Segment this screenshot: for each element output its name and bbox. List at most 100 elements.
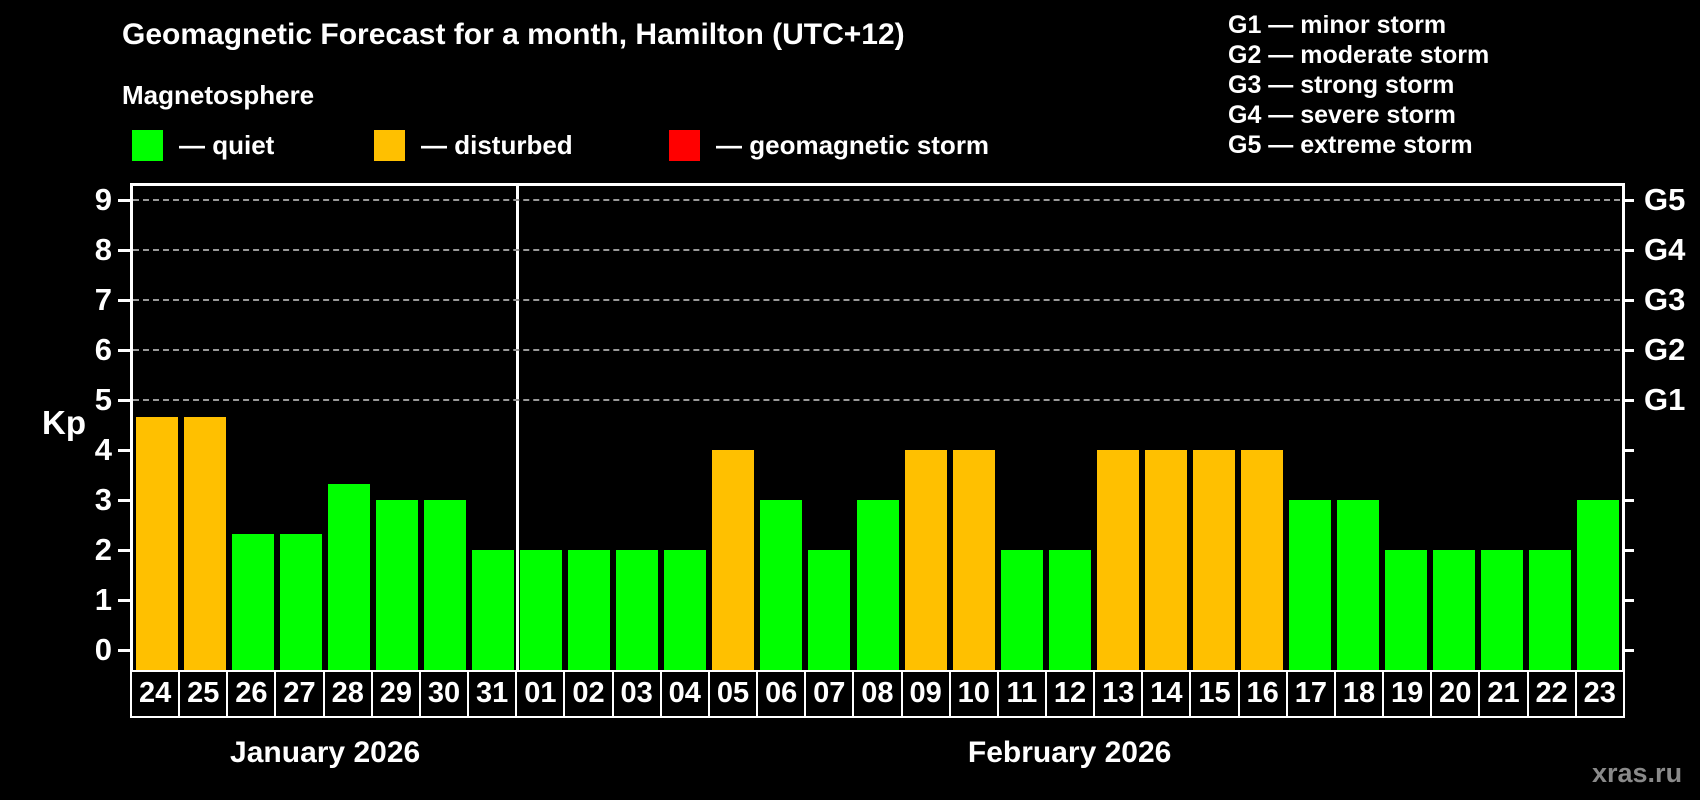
y-tick-label: 2 xyxy=(94,532,112,567)
y-tick-left xyxy=(118,599,130,602)
y-tick-left xyxy=(118,349,130,352)
y-tick-label: 1 xyxy=(94,582,112,617)
disturbed-color-swatch xyxy=(374,130,405,161)
y-tick-right xyxy=(1622,349,1634,352)
y-axis-title: Kp xyxy=(42,404,86,441)
day-label-cell-16: 16 xyxy=(1237,672,1286,716)
gridline-kp6 xyxy=(133,349,1620,351)
y-tick-left xyxy=(118,249,130,252)
kp-bar-day-16 xyxy=(1240,450,1283,670)
quiet-color-swatch xyxy=(132,130,163,161)
kp-bar-day-01 xyxy=(520,550,563,670)
gridline-kp8 xyxy=(133,249,1620,251)
kp-bar-day-11 xyxy=(1000,550,1043,670)
y-tick-label: 3 xyxy=(94,482,112,517)
day-label-cell-25: 25 xyxy=(178,672,226,716)
day-label-cell-01: 01 xyxy=(515,672,563,716)
g-scale-label-g3: G3 xyxy=(1644,282,1686,317)
kp-bar-day-30 xyxy=(424,500,467,670)
legend-item-label: — quiet xyxy=(179,130,275,160)
y-tick-left xyxy=(118,549,130,552)
storm-color-swatch xyxy=(669,130,700,161)
day-label-cell-22: 22 xyxy=(1526,672,1575,716)
kp-bar-day-02 xyxy=(568,550,611,670)
y-tick-label: 5 xyxy=(94,382,112,417)
day-label-cell-06: 06 xyxy=(756,672,804,716)
day-label-cell-10: 10 xyxy=(948,672,997,716)
day-label-cell-30: 30 xyxy=(418,672,467,716)
g-scale-label-g2: G2 xyxy=(1644,332,1686,367)
storm-scale-line-g2: G2 — moderate storm xyxy=(1228,41,1490,69)
day-label-cell-24: 24 xyxy=(138,677,172,709)
kp-bar-day-17 xyxy=(1288,500,1331,670)
y-tick-left xyxy=(118,299,130,302)
day-label-cell-07: 07 xyxy=(804,672,852,716)
kp-bar-day-15 xyxy=(1192,450,1235,670)
y-tick-right xyxy=(1622,599,1634,602)
kp-bar-day-29 xyxy=(376,500,419,670)
y-tick-right xyxy=(1622,649,1634,652)
y-tick-label: 9 xyxy=(94,182,112,217)
day-label-cell-19: 19 xyxy=(1382,672,1430,716)
month-label-february: February 2026 xyxy=(967,736,1172,769)
y-tick-right xyxy=(1622,399,1634,402)
day-label-cell-18: 18 xyxy=(1333,672,1382,716)
y-tick-left xyxy=(118,499,130,502)
kp-bar-day-18 xyxy=(1336,500,1379,670)
y-tick-label: 8 xyxy=(94,232,112,267)
day-label-cell-12: 12 xyxy=(1044,672,1093,716)
plot-area: 0 1 2 3 4 5 6 7 8 9 G1 G2 G3 G4 G5 xyxy=(95,182,1685,670)
legend-item-disturbed: — disturbed xyxy=(374,130,573,161)
g-scale-label-g1: G1 xyxy=(1644,382,1686,417)
kp-bar-day-13 xyxy=(1096,450,1139,670)
y-tick-label: 7 xyxy=(94,282,112,317)
y-axis-line-left xyxy=(130,183,133,670)
kp-bar-day-22 xyxy=(1528,550,1571,670)
kp-bar-day-10 xyxy=(952,450,995,670)
y-tick-left xyxy=(118,449,130,452)
y-tick-right xyxy=(1622,549,1634,552)
day-label-cell-29: 29 xyxy=(370,672,419,716)
y-tick-right xyxy=(1622,249,1634,252)
kp-bar-day-19 xyxy=(1384,550,1427,670)
kp-bar-day-24 xyxy=(136,416,179,670)
y-axis-line-right xyxy=(1622,183,1625,670)
kp-bar-day-31 xyxy=(472,550,515,670)
y-tick-left xyxy=(118,649,130,652)
kp-bar-day-25 xyxy=(184,416,227,670)
storm-scale-line-g1: G1 — minor storm xyxy=(1228,11,1447,39)
kp-bar-day-12 xyxy=(1048,550,1091,670)
y-tick-label: 6 xyxy=(94,332,112,367)
y-tick-right xyxy=(1622,449,1634,452)
day-label-cell-27: 27 xyxy=(274,672,322,716)
kp-bar-day-26 xyxy=(232,533,275,670)
month-separator-line xyxy=(515,183,519,670)
kp-bar-day-05 xyxy=(712,450,755,670)
day-label-cell-15: 15 xyxy=(1189,672,1237,716)
day-label-cell-26: 26 xyxy=(226,672,274,716)
kp-bar-day-21 xyxy=(1480,550,1523,670)
kp-bar-day-20 xyxy=(1432,550,1475,670)
kp-bar-day-23 xyxy=(1576,500,1619,670)
day-label-cell-03: 03 xyxy=(611,672,660,716)
g-scale-label-g5: G5 xyxy=(1644,182,1686,217)
day-label-cell-09: 09 xyxy=(900,672,949,716)
status-legend: — quiet — disturbed — geomagnetic storm xyxy=(0,130,1100,170)
month-label-january: January 2026 xyxy=(230,736,421,769)
y-tick-right xyxy=(1622,299,1634,302)
legend-item-quiet: — quiet xyxy=(132,130,274,161)
y-tick-right xyxy=(1622,199,1634,202)
day-label-cell-04: 04 xyxy=(659,672,708,716)
storm-scale-line-g5: G5 — extreme storm xyxy=(1228,131,1473,159)
storm-scale-legend: G1 — minor storm G2 — moderate storm G3 … xyxy=(1228,10,1489,160)
y-tick-right xyxy=(1622,499,1634,502)
day-label-cell-23: 23 xyxy=(1574,672,1623,716)
day-label-cell-11: 11 xyxy=(996,672,1045,716)
kp-bar-day-06 xyxy=(760,500,803,670)
kp-bar-day-03 xyxy=(616,550,659,670)
kp-bar-day-27 xyxy=(280,533,323,670)
gridline-kp5 xyxy=(133,399,1620,401)
chart-title: Geomagnetic Forecast for a month, Hamilt… xyxy=(122,18,905,51)
kp-bar-day-14 xyxy=(1144,450,1187,670)
y-tick-label: 0 xyxy=(94,632,112,667)
